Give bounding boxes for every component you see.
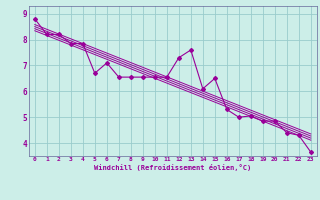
X-axis label: Windchill (Refroidissement éolien,°C): Windchill (Refroidissement éolien,°C) bbox=[94, 164, 252, 171]
